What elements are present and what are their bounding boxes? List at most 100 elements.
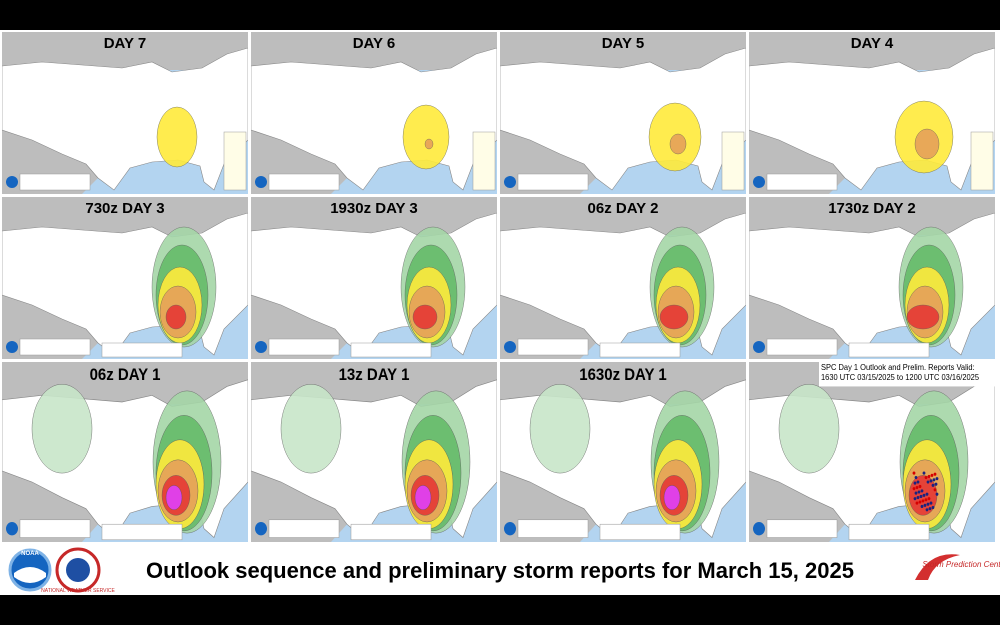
map: 06z DAY 1 — [2, 362, 248, 542]
map-panel: 1930z DAY 3 — [251, 197, 497, 359]
report-dot — [916, 480, 920, 484]
info-box — [766, 519, 838, 538]
map: 06z DAY 2 — [500, 197, 746, 359]
report-dot — [913, 481, 917, 485]
noaa-icon — [504, 341, 516, 353]
info-box — [517, 173, 589, 191]
report-dot — [926, 502, 930, 506]
note-holder: SPC Day 1 Outlook and Prelim. Reports Va… — [821, 362, 980, 382]
noaa-text: NOAA — [21, 551, 39, 557]
caption: Outlook sequence and preliminary storm r… — [146, 558, 854, 583]
report-dot — [914, 476, 918, 480]
panel-title: DAY 5 — [602, 35, 645, 52]
noaa-icon — [753, 522, 765, 536]
noaa-logo-wave — [14, 567, 46, 583]
report-dot — [922, 493, 926, 497]
report-dot — [918, 484, 922, 488]
legend-box — [101, 523, 183, 541]
nws-text: NATIONAL WEATHER SERVICE — [41, 588, 115, 594]
report-dot — [912, 487, 916, 491]
risk-area — [659, 304, 689, 330]
panel-title: DAY 6 — [353, 35, 396, 52]
panel-title: 1630z DAY 1 — [579, 366, 667, 384]
map-panel: 1730z DAY 2 — [749, 197, 995, 359]
noaa-icon — [255, 341, 267, 353]
report-dot — [918, 500, 922, 504]
report-dot — [933, 488, 937, 492]
report-dot — [919, 494, 923, 498]
report-dot — [927, 474, 931, 478]
report-dot — [922, 471, 926, 475]
legend-box — [599, 342, 681, 358]
report-dot — [935, 477, 939, 481]
report-dot — [929, 479, 933, 483]
info-box — [268, 173, 340, 191]
risk-area — [165, 304, 187, 330]
noaa-icon — [6, 176, 18, 188]
map: 730z DAY 3 — [2, 197, 248, 359]
report-dot — [925, 508, 929, 512]
map: 1630z DAY 1 — [500, 362, 746, 542]
legend-box — [721, 131, 745, 191]
map-panel: DAY 7 — [2, 32, 248, 194]
panel-title: DAY 7 — [104, 35, 147, 52]
info-box — [19, 338, 91, 356]
legend-box — [848, 523, 930, 541]
risk-area — [165, 485, 183, 510]
map: DAY 7 — [2, 32, 248, 194]
composite: NOAA NATIONAL WEATHER SERVICE Outlook se… — [0, 30, 1000, 595]
noaa-icon — [753, 176, 765, 188]
info-box — [19, 173, 91, 191]
legend-box — [472, 131, 496, 191]
report-dot — [920, 504, 924, 508]
noaa-icon — [753, 341, 765, 353]
map: 1930z DAY 3 — [251, 197, 497, 359]
risk-area — [914, 128, 940, 160]
risk-area — [156, 106, 198, 168]
panel-title: DAY 4 — [851, 35, 894, 52]
map-panel: 730z DAY 3 — [2, 197, 248, 359]
noaa-icon — [6, 341, 18, 353]
noaa-icon — [6, 522, 18, 536]
noaa-icon — [255, 176, 267, 188]
report-dot — [928, 507, 932, 511]
risk-area — [663, 485, 681, 510]
risk-area — [906, 304, 940, 330]
note-bg — [819, 362, 995, 387]
risk-area — [412, 304, 438, 330]
risk-area — [31, 384, 93, 474]
panel-title: 13z DAY 1 — [339, 366, 410, 384]
map: 1730z DAY 2 — [749, 197, 995, 359]
map-panel: 06z DAY 2 — [500, 197, 746, 359]
map-panel: DAY 4 — [749, 32, 995, 194]
panel-title: 1930z DAY 3 — [330, 200, 418, 217]
info-box — [268, 338, 340, 356]
risk-area — [280, 384, 342, 474]
legend-box — [848, 342, 930, 358]
report-dot — [925, 492, 929, 496]
info-box — [766, 338, 838, 356]
report-dot — [935, 492, 939, 496]
map: DAY 5 — [500, 32, 746, 194]
info-box — [19, 519, 91, 538]
panel-note: SPC Day 1 Outlook and Prelim. Reports Va… — [821, 362, 980, 382]
report-dot — [916, 496, 920, 500]
report-dot — [915, 501, 919, 505]
spc-logo — [915, 554, 960, 580]
map: SPC Day 1 Outlook and Prelim. Reports Va… — [749, 362, 995, 542]
risk-area — [424, 138, 434, 150]
panel-title: 730z DAY 3 — [85, 200, 164, 217]
map-panel: DAY 5 — [500, 32, 746, 194]
noaa-icon — [255, 522, 267, 536]
legend-box — [970, 131, 994, 191]
legend-box — [599, 523, 681, 541]
map-panel: 06z DAY 1 — [2, 362, 248, 542]
info-box — [766, 173, 838, 191]
report-dot — [929, 501, 933, 505]
panel-title: 06z DAY 2 — [588, 200, 659, 217]
report-dot — [924, 476, 928, 480]
info-box — [517, 338, 589, 356]
report-dot — [932, 478, 936, 482]
risk-area — [778, 384, 840, 474]
panel-title: 06z DAY 1 — [90, 366, 161, 384]
